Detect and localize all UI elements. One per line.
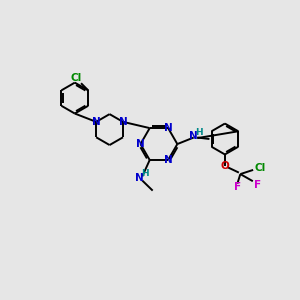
Text: Cl: Cl — [71, 73, 82, 83]
Text: N: N — [118, 117, 127, 127]
Text: F: F — [234, 182, 241, 192]
Text: H: H — [195, 128, 203, 137]
Text: Cl: Cl — [255, 163, 266, 172]
Text: N: N — [164, 155, 172, 165]
Text: F: F — [254, 180, 261, 190]
Text: N: N — [189, 131, 198, 141]
Text: N: N — [164, 123, 172, 133]
Text: N: N — [92, 117, 100, 127]
Text: O: O — [220, 161, 229, 171]
Text: N: N — [136, 139, 145, 149]
Text: H: H — [141, 169, 148, 178]
Text: N: N — [135, 173, 144, 183]
